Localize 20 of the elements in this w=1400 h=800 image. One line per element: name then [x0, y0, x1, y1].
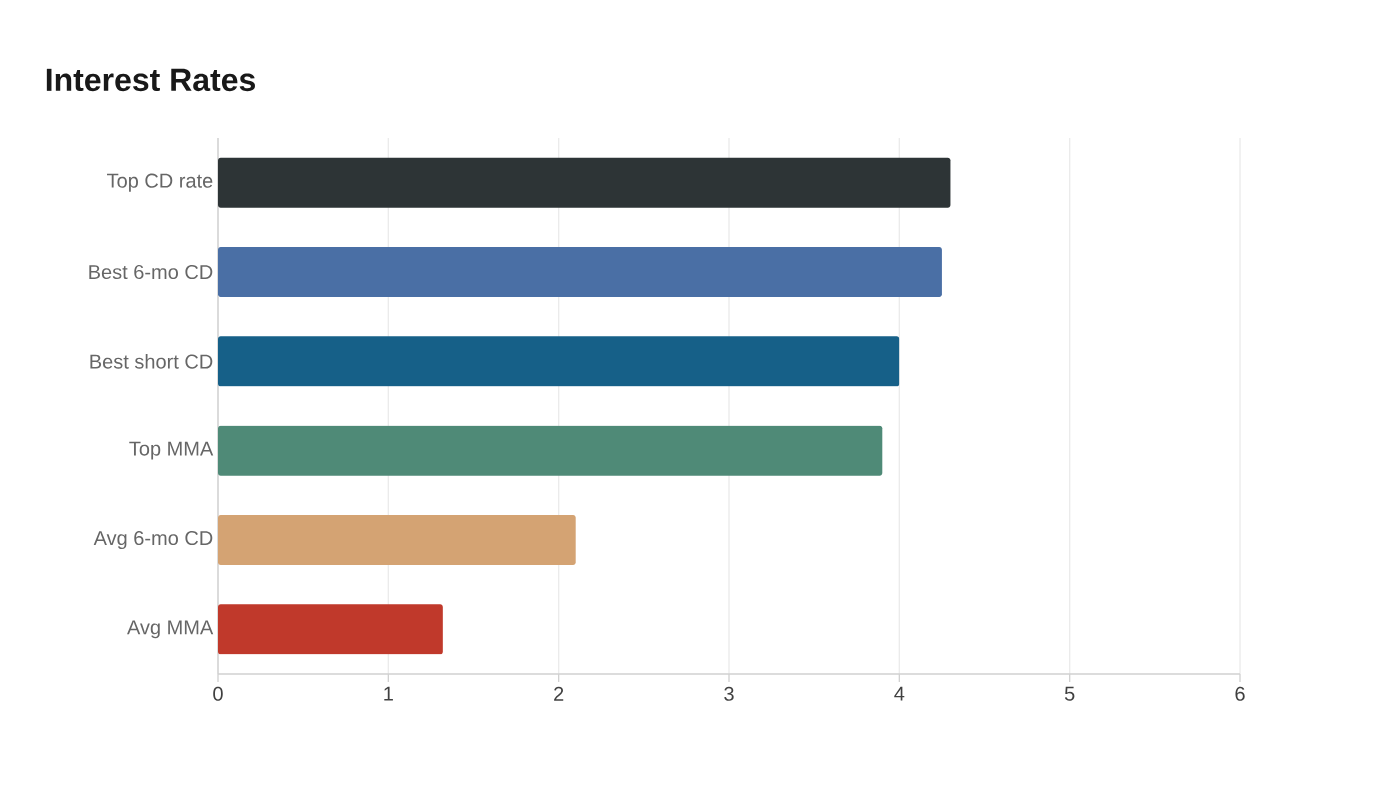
bar — [218, 425, 883, 476]
x-tick-label: 2 — [554, 686, 564, 701]
x-tick-label: 3 — [724, 686, 734, 701]
y-tick-label: Avg MMA — [127, 620, 214, 639]
x-tick-label: 4 — [894, 686, 905, 701]
y-tick-label: Best short CD — [90, 353, 213, 369]
chart-title: Interest Rates — [46, 68, 255, 92]
bar — [218, 515, 576, 566]
bar — [218, 336, 900, 387]
bar — [218, 247, 942, 297]
bar — [218, 157, 951, 208]
bar — [218, 604, 443, 655]
y-tick-label: Avg 6-mo CD — [93, 530, 213, 550]
y-tick-label: Best 6-mo CD — [89, 264, 213, 280]
x-tick-label: 5 — [1064, 686, 1075, 701]
x-tick-label: 1 — [384, 686, 393, 701]
x-tick-label: 6 — [1235, 686, 1245, 701]
x-tick-label: 0 — [213, 686, 223, 701]
y-tick-label: Top MMA — [129, 441, 214, 460]
y-tick-label: Top CD rate — [107, 173, 213, 192]
